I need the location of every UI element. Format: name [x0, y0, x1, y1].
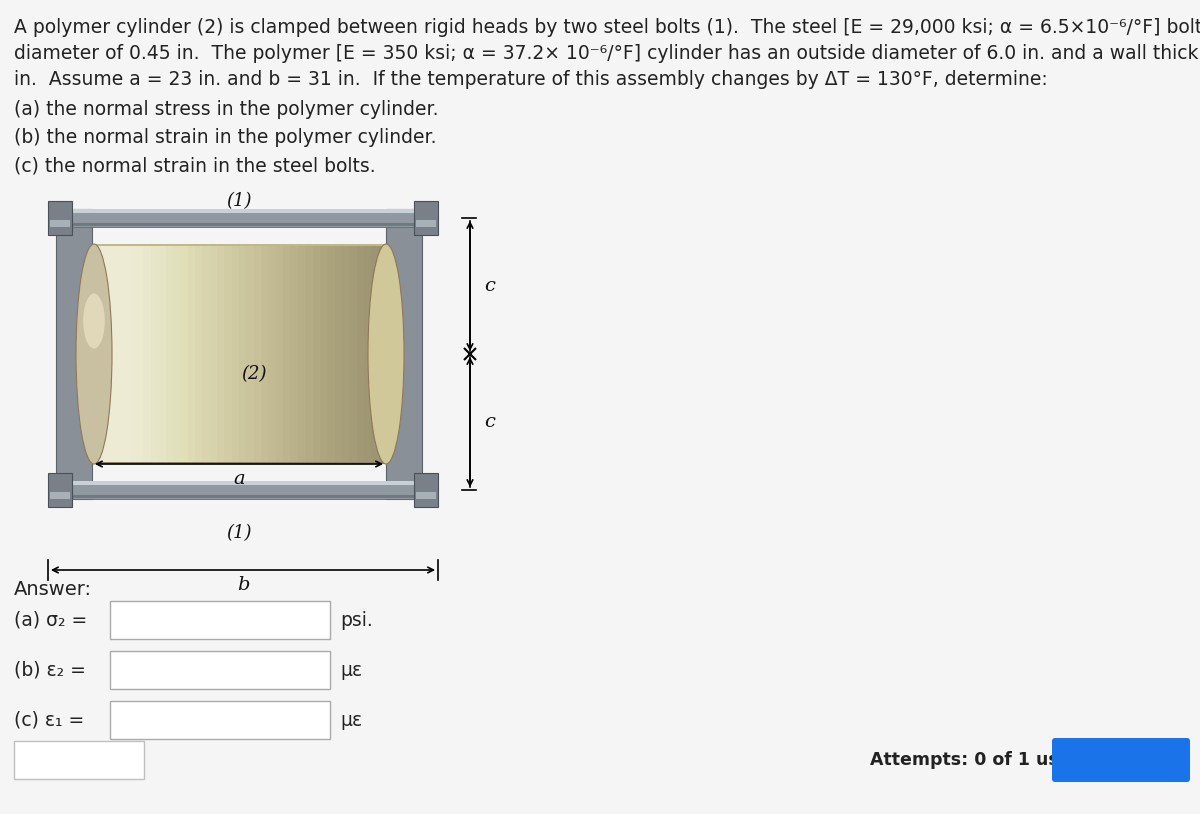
- Bar: [128, 246, 137, 462]
- Bar: [320, 246, 328, 462]
- Text: Submit Answer: Submit Answer: [1052, 752, 1189, 768]
- Bar: [110, 601, 330, 639]
- Text: (2): (2): [241, 365, 266, 383]
- Bar: [305, 246, 313, 462]
- Bar: [232, 246, 240, 462]
- Bar: [416, 492, 436, 498]
- Bar: [110, 701, 330, 739]
- Bar: [224, 246, 232, 462]
- Bar: [283, 246, 290, 462]
- Bar: [48, 473, 72, 507]
- Bar: [349, 246, 358, 462]
- Bar: [371, 246, 379, 462]
- Bar: [414, 201, 438, 235]
- Bar: [312, 246, 320, 462]
- Bar: [298, 246, 306, 462]
- FancyBboxPatch shape: [1052, 738, 1190, 782]
- Bar: [100, 246, 107, 462]
- Bar: [14, 741, 144, 779]
- Bar: [92, 244, 386, 246]
- Bar: [48, 222, 438, 226]
- Bar: [386, 209, 422, 499]
- Bar: [48, 481, 438, 485]
- Bar: [416, 220, 436, 226]
- Text: diameter of 0.45 in.  The polymer [E = 350 ksi; α = 37.2× 10⁻⁶/°F] cylinder has : diameter of 0.45 in. The polymer [E = 35…: [14, 44, 1200, 63]
- Bar: [114, 246, 122, 462]
- Text: (a) σ₂ =: (a) σ₂ =: [14, 610, 88, 629]
- Text: Answer:: Answer:: [14, 580, 92, 599]
- Bar: [50, 220, 70, 226]
- Bar: [364, 246, 372, 462]
- Bar: [48, 494, 438, 498]
- Text: (1): (1): [227, 192, 252, 210]
- Bar: [342, 246, 349, 462]
- Bar: [92, 462, 386, 464]
- Bar: [187, 246, 196, 462]
- Bar: [356, 246, 365, 462]
- Text: (b) ε₂ =: (b) ε₂ =: [14, 660, 86, 680]
- Text: c: c: [484, 413, 494, 431]
- Text: (c) ε₁ =: (c) ε₁ =: [14, 711, 84, 729]
- Bar: [158, 246, 166, 462]
- Text: με: με: [340, 711, 362, 729]
- Text: Save for Later: Save for Later: [23, 752, 136, 768]
- Bar: [166, 246, 173, 462]
- Text: psi.: psi.: [340, 610, 373, 629]
- Ellipse shape: [368, 244, 404, 464]
- Bar: [379, 246, 386, 462]
- Text: b: b: [236, 576, 250, 594]
- Text: (c) the normal strain in the steel bolts.: (c) the normal strain in the steel bolts…: [14, 156, 376, 175]
- Bar: [121, 246, 130, 462]
- Bar: [180, 246, 188, 462]
- Text: A polymer cylinder (2) is clamped between rigid heads by two steel bolts (1).  T: A polymer cylinder (2) is clamped betwee…: [14, 18, 1200, 37]
- Text: Attempts: 0 of 1 used: Attempts: 0 of 1 used: [870, 751, 1084, 769]
- Bar: [48, 481, 438, 499]
- Bar: [335, 246, 342, 462]
- Text: (a) the normal stress in the polymer cylinder.: (a) the normal stress in the polymer cyl…: [14, 100, 438, 119]
- Text: a: a: [233, 470, 245, 488]
- Bar: [48, 209, 438, 227]
- Text: in.  Assume a = 23 in. and b = 31 in.  If the temperature of this assembly chang: in. Assume a = 23 in. and b = 31 in. If …: [14, 70, 1048, 89]
- Bar: [328, 246, 335, 462]
- Bar: [217, 246, 224, 462]
- Text: με: με: [340, 660, 362, 680]
- Bar: [246, 246, 254, 462]
- Bar: [48, 209, 438, 213]
- Bar: [110, 651, 330, 689]
- Bar: [144, 246, 151, 462]
- Bar: [194, 246, 203, 462]
- Bar: [253, 246, 262, 462]
- Bar: [92, 246, 100, 462]
- Bar: [173, 246, 181, 462]
- Bar: [50, 492, 70, 498]
- Bar: [269, 246, 276, 462]
- Bar: [290, 246, 299, 462]
- Ellipse shape: [76, 244, 112, 464]
- Bar: [276, 246, 283, 462]
- Bar: [414, 473, 438, 507]
- Bar: [203, 246, 210, 462]
- Text: (1): (1): [227, 524, 252, 542]
- Bar: [210, 246, 217, 462]
- Bar: [48, 201, 72, 235]
- Bar: [151, 246, 158, 462]
- Bar: [262, 246, 269, 462]
- Text: c: c: [484, 277, 494, 295]
- Ellipse shape: [83, 294, 104, 348]
- Bar: [239, 246, 247, 462]
- Bar: [107, 246, 114, 462]
- Bar: [136, 246, 144, 462]
- Bar: [56, 209, 92, 499]
- Text: (b) the normal strain in the polymer cylinder.: (b) the normal strain in the polymer cyl…: [14, 128, 437, 147]
